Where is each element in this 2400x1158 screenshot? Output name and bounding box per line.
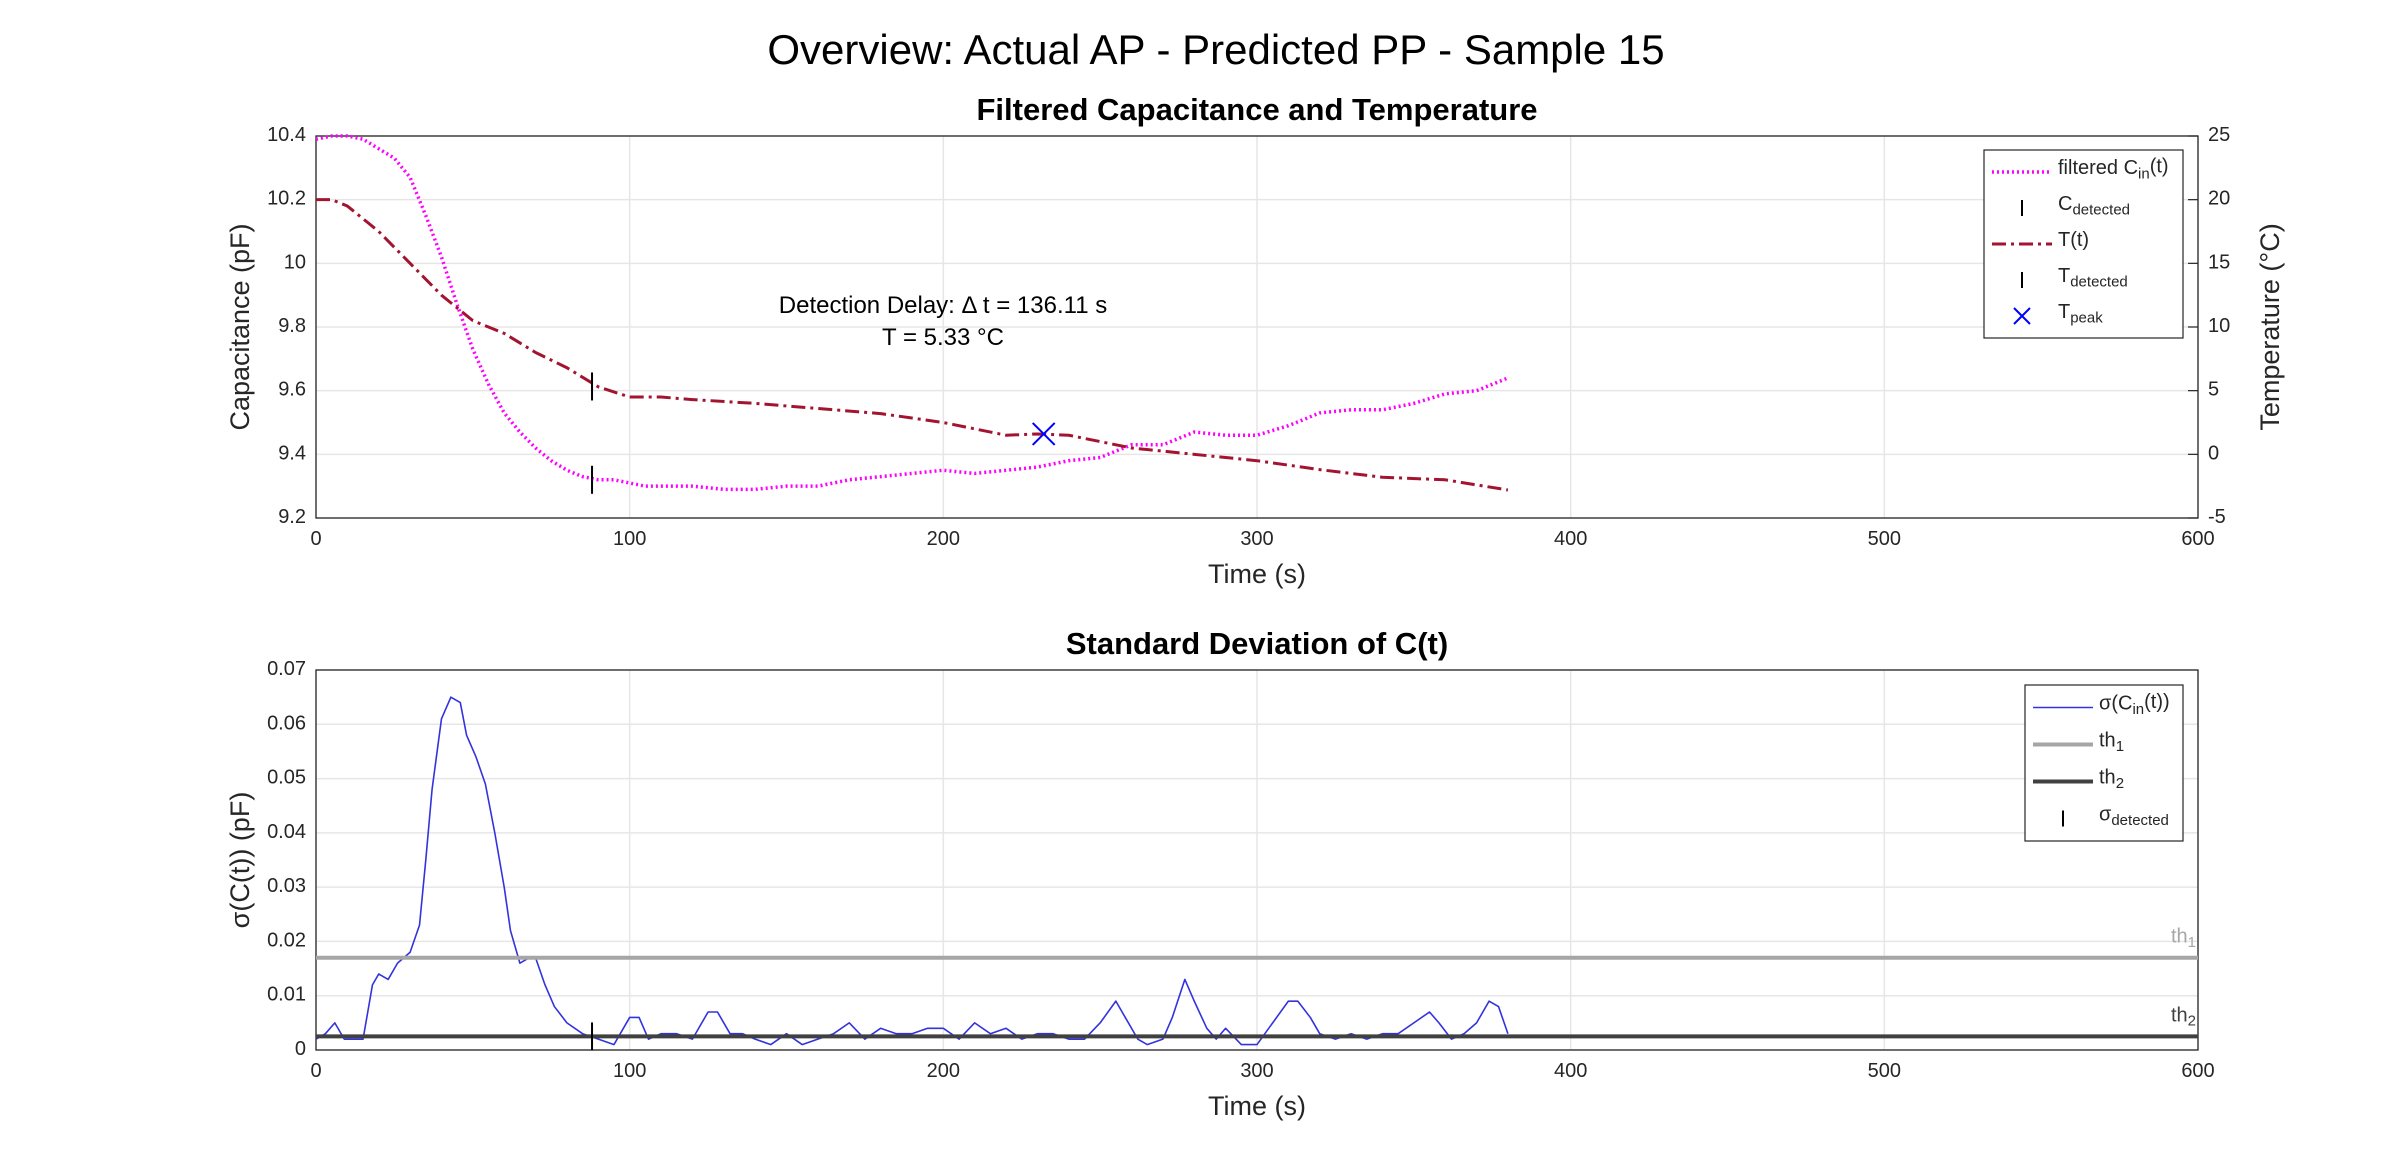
legend-label: th2: [2099, 767, 2124, 792]
x-tick-label: 0: [310, 1060, 321, 1082]
y-tick-label: 0.02: [267, 930, 306, 952]
x-tick-label: 200: [927, 528, 960, 550]
x-tick-label: 300: [1240, 528, 1273, 550]
legend-label: th1: [2099, 730, 2124, 755]
x-tick-label: 300: [1240, 1060, 1273, 1082]
y-tick-label: 0.06: [267, 713, 306, 735]
y-tick-label: 0: [295, 1038, 306, 1060]
x-tick-label: 600: [2181, 1060, 2214, 1082]
y2-tick-label: 5: [2208, 379, 2219, 401]
figure-title: Overview: Actual AP - Predicted PP - Sam…: [767, 26, 1664, 73]
x-tick-label: 600: [2181, 528, 2214, 550]
peak-marker: [1032, 422, 1056, 446]
legend-label: Cdetected: [2058, 193, 2130, 218]
x-axis-label: Time (s): [1208, 1091, 1306, 1121]
y-tick-label: 10.4: [267, 124, 306, 146]
legend-label: Tpeak: [2058, 301, 2103, 326]
y-axis-label: Capacitance (pF): [225, 223, 255, 430]
x-tick-label: 200: [927, 1060, 960, 1082]
x-axis-label: Time (s): [1208, 559, 1306, 589]
x-tick-label: 100: [613, 1060, 646, 1082]
y-tick-label: 10: [284, 252, 306, 274]
legend-label: Tdetected: [2058, 265, 2128, 290]
threshold-label: th1: [2171, 926, 2196, 951]
x-tick-label: 500: [1868, 528, 1901, 550]
y-tick-label: 0.05: [267, 767, 306, 789]
y-tick-label: 0.01: [267, 984, 306, 1006]
axes-frame: [315, 135, 2199, 519]
x-tick-label: 0: [310, 528, 321, 550]
annotation: T = 5.33 °C: [882, 324, 1004, 351]
y-tick-label: 9.6: [278, 379, 306, 401]
legend-label: σdetected: [2099, 804, 2169, 829]
x-tick-label: 400: [1554, 1060, 1587, 1082]
legend-swatch: [2013, 307, 2031, 325]
y-tick-label: 9.8: [278, 315, 306, 337]
x-tick-label: 500: [1868, 1060, 1901, 1082]
y2-tick-label: 25: [2208, 124, 2230, 146]
y-tick-label: 0.04: [267, 821, 306, 843]
y2-tick-label: 20: [2208, 188, 2230, 210]
legend-box: [1983, 149, 2184, 339]
axes-frame: [315, 669, 2199, 1051]
y2-tick-label: -5: [2208, 506, 2226, 528]
legend-box: [2024, 684, 2184, 842]
y2-tick-label: 15: [2208, 252, 2230, 274]
y-tick-label: 9.2: [278, 506, 306, 528]
x-tick-label: 400: [1554, 528, 1587, 550]
threshold-label: th2: [2171, 1005, 2196, 1030]
x-tick-label: 100: [613, 528, 646, 550]
y2-tick-label: 0: [2208, 443, 2219, 465]
y2-axis-label: Temperature (°C): [2255, 223, 2285, 430]
axes-title: Filtered Capacitance and Temperature: [976, 92, 1537, 127]
data-line: [315, 696, 1509, 1046]
legend-label: σ(Cin(t)): [2099, 691, 2170, 718]
y-tick-label: 10.2: [267, 188, 306, 210]
y2-tick-label: 10: [2208, 315, 2230, 337]
legend-label: filtered Cin(t): [2058, 156, 2169, 183]
y-tick-label: 0.03: [267, 875, 306, 897]
y-tick-label: 9.4: [278, 443, 306, 465]
data-line: [316, 198, 1509, 492]
legend-label: T(t): [2058, 229, 2089, 251]
y-tick-label: 0.07: [267, 658, 306, 680]
annotation: Detection Delay: Δ t = 136.11 s: [779, 292, 1107, 319]
y-axis-label: σ(C(t)) (pF): [225, 792, 255, 929]
axes-title: Standard Deviation of C(t): [1066, 626, 1448, 661]
